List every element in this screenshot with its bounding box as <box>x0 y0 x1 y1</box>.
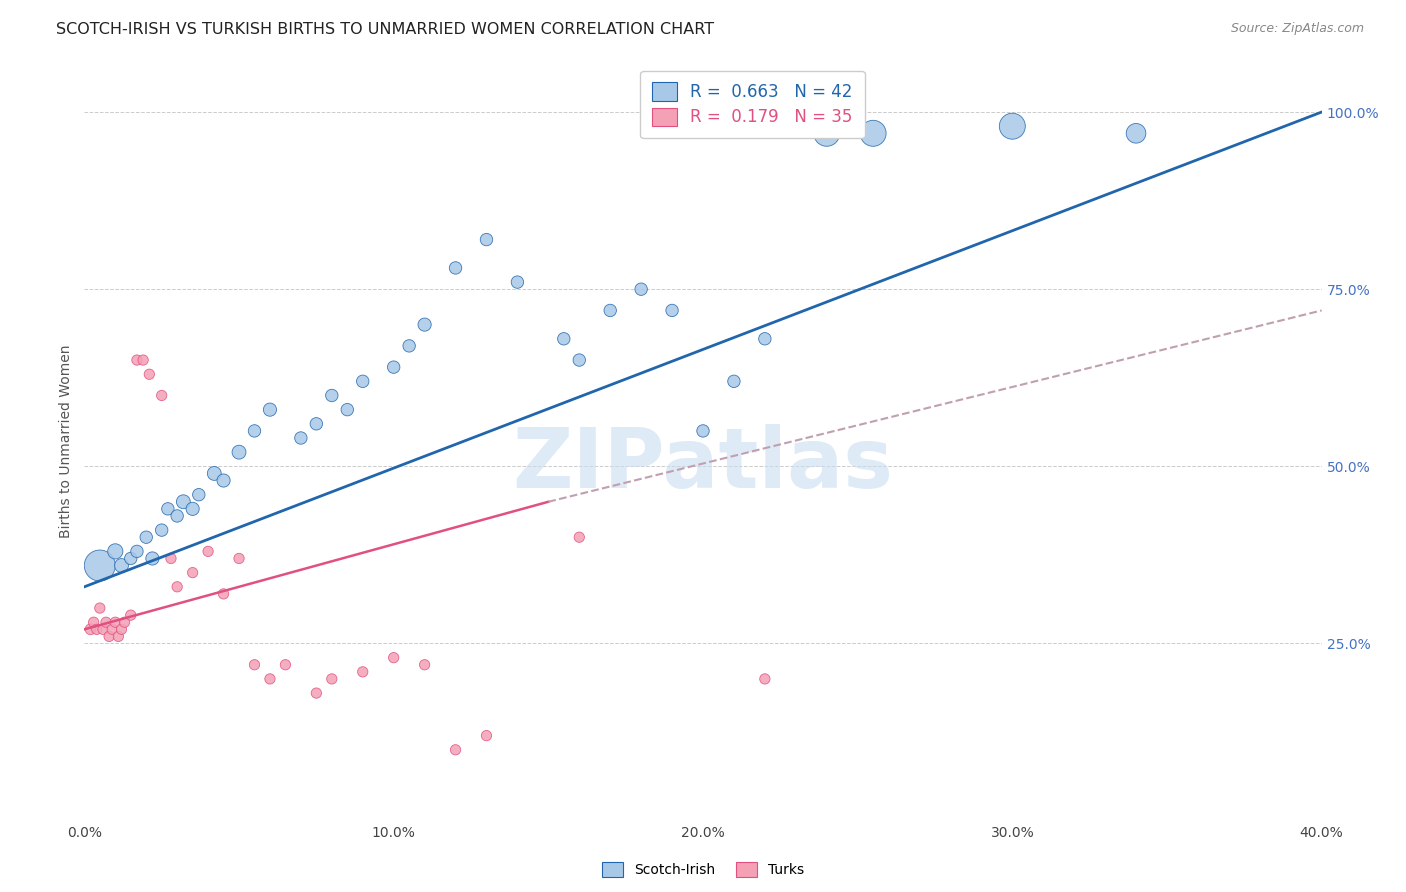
Point <box>89 558 111 573</box>
Point <box>382 360 405 375</box>
Point <box>181 501 204 516</box>
Point <box>91 623 114 637</box>
Point <box>172 495 194 509</box>
Point <box>305 417 328 431</box>
Point <box>475 233 498 247</box>
Point <box>160 551 183 566</box>
Point <box>723 374 745 388</box>
Point <box>1001 119 1024 133</box>
Point <box>444 743 467 757</box>
Point <box>630 282 652 296</box>
Point <box>110 558 132 573</box>
Point <box>553 332 575 346</box>
Point <box>413 318 436 332</box>
Point <box>150 388 173 402</box>
Point <box>156 501 179 516</box>
Point <box>475 729 498 743</box>
Point <box>815 126 838 140</box>
Point <box>228 445 250 459</box>
Point <box>243 424 266 438</box>
Point <box>104 544 127 558</box>
Point <box>166 580 188 594</box>
Text: SCOTCH-IRISH VS TURKISH BIRTHS TO UNMARRIED WOMEN CORRELATION CHART: SCOTCH-IRISH VS TURKISH BIRTHS TO UNMARR… <box>56 22 714 37</box>
Y-axis label: Births to Unmarried Women: Births to Unmarried Women <box>59 345 73 538</box>
Point <box>94 615 117 630</box>
Point <box>785 119 807 133</box>
Point <box>321 672 343 686</box>
Point <box>259 402 281 417</box>
Point <box>352 665 374 679</box>
Point <box>692 424 714 438</box>
Point <box>141 551 163 566</box>
Point <box>132 353 155 368</box>
Point <box>89 601 111 615</box>
Point <box>599 303 621 318</box>
Point <box>150 523 173 537</box>
Point <box>135 530 157 544</box>
Point <box>187 488 209 502</box>
Point <box>79 623 101 637</box>
Point <box>86 623 108 637</box>
Point <box>398 339 420 353</box>
Legend: R =  0.663   N = 42, R =  0.179   N = 35: R = 0.663 N = 42, R = 0.179 N = 35 <box>641 70 865 138</box>
Point <box>120 551 142 566</box>
Point <box>181 566 204 580</box>
Point <box>382 650 405 665</box>
Point <box>862 126 884 140</box>
Point <box>197 544 219 558</box>
Point <box>212 474 235 488</box>
Point <box>202 467 225 481</box>
Point <box>228 551 250 566</box>
Point <box>754 332 776 346</box>
Point <box>290 431 312 445</box>
Point <box>107 629 129 643</box>
Point <box>568 353 591 368</box>
Point <box>274 657 297 672</box>
Text: ZIPatlas: ZIPatlas <box>513 424 893 505</box>
Point <box>352 374 374 388</box>
Point <box>413 657 436 672</box>
Point <box>321 388 343 402</box>
Point <box>104 615 127 630</box>
Point <box>243 657 266 672</box>
Point <box>98 629 121 643</box>
Point <box>110 623 132 637</box>
Point <box>101 623 124 637</box>
Point <box>125 544 148 558</box>
Text: Source: ZipAtlas.com: Source: ZipAtlas.com <box>1230 22 1364 36</box>
Point <box>83 615 105 630</box>
Point <box>568 530 591 544</box>
Point <box>114 615 136 630</box>
Point <box>166 508 188 523</box>
Legend: Scotch-Irish, Turks: Scotch-Irish, Turks <box>595 855 811 884</box>
Point <box>1125 126 1147 140</box>
Point <box>138 368 160 382</box>
Point <box>125 353 148 368</box>
Point <box>444 260 467 275</box>
Point <box>661 303 683 318</box>
Point <box>120 608 142 623</box>
Point <box>212 587 235 601</box>
Point <box>336 402 359 417</box>
Point <box>305 686 328 700</box>
Point <box>754 672 776 686</box>
Point <box>506 275 529 289</box>
Point <box>259 672 281 686</box>
